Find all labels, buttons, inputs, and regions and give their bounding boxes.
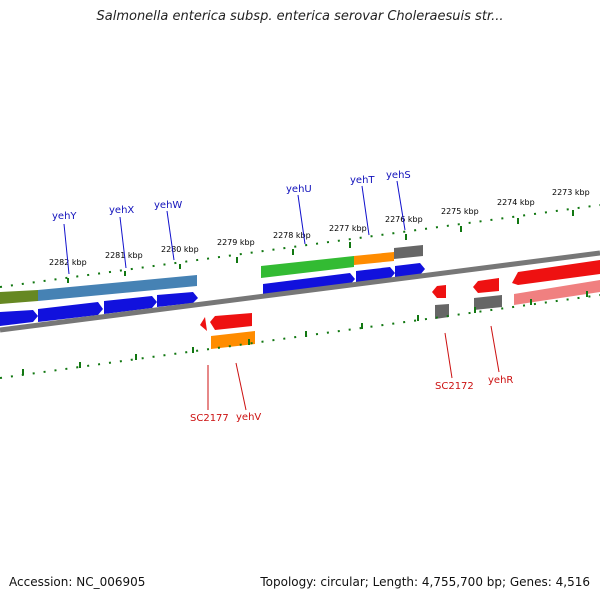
gene-arrow-blue[interactable]	[356, 267, 395, 284]
kbp-label: 2280 kbp	[161, 245, 199, 254]
kbp-label: 2275 kbp	[441, 207, 479, 216]
gene-arrow-blue[interactable]	[157, 292, 198, 307]
gene-label-yehT[interactable]: yehT	[350, 175, 375, 186]
feature-grey-top[interactable]	[394, 245, 423, 259]
gene-arrow-blue[interactable]	[104, 296, 157, 314]
leader-yehS	[396, 180, 406, 231]
feature-olive[interactable]	[0, 290, 38, 304]
gene-arrow-red[interactable]	[473, 278, 499, 293]
leader-yehT	[361, 185, 370, 236]
kbp-label: 2279 kbp	[217, 238, 255, 247]
leader-yehY	[63, 223, 70, 275]
leader-SC2172	[444, 332, 453, 379]
gene-arrow-red[interactable]	[210, 313, 252, 330]
gene-label-SC2172[interactable]: SC2172	[435, 381, 474, 392]
gene-label-yehU[interactable]: yehU	[286, 184, 312, 195]
kbp-label: 2278 kbp	[273, 231, 311, 240]
leader-yehU	[297, 194, 306, 245]
feature-orange-top[interactable]	[354, 252, 394, 265]
gene-label-yehW[interactable]: yehW	[154, 200, 182, 211]
gene-label-yehY[interactable]: yehY	[52, 211, 77, 222]
gene-label-yehR[interactable]: yehR	[488, 375, 513, 386]
page-title: Salmonella enterica subsp. enterica sero…	[96, 9, 504, 24]
kbp-ruler-top	[0, 204, 600, 288]
leader-yehX	[119, 216, 127, 269]
gene-arrow-blue[interactable]	[0, 310, 38, 326]
feature-steel-blue[interactable]	[38, 275, 197, 301]
gene-label-yehV[interactable]: yehV	[236, 412, 261, 423]
gene-label-yehX[interactable]: yehX	[109, 205, 134, 216]
genome-summary: Topology: circular; Length: 4,755,700 bp…	[260, 575, 590, 589]
accession-label: Accession: NC_006905	[9, 575, 146, 589]
gene-label-yehS[interactable]: yehS	[386, 170, 411, 181]
ruler-bottom-dots	[0, 294, 600, 379]
chromosome-backbone	[0, 250, 600, 333]
kbp-label: 2276 kbp	[385, 215, 423, 224]
leader-yehR	[490, 325, 500, 373]
feature-red-right[interactable]	[512, 260, 600, 285]
ruler-top-dots	[0, 204, 600, 288]
kbp-ruler-bottom	[0, 291, 600, 379]
kbp-label: 2277 kbp	[329, 224, 367, 233]
feature-grey-bottom[interactable]	[474, 295, 502, 310]
gene-arrow-red[interactable]	[432, 285, 446, 298]
kbp-label: 2273 kbp	[552, 188, 590, 197]
feature-salmon-right[interactable]	[514, 280, 600, 305]
leader-yehW	[166, 210, 175, 261]
gene-arrow-blue[interactable]	[38, 302, 103, 322]
gene-label-SC2177[interactable]: SC2177	[190, 413, 229, 424]
feature-grey-small[interactable]	[435, 304, 449, 319]
kbp-label: 2281 kbp	[105, 251, 143, 260]
gene-arrow-red[interactable]	[200, 317, 207, 331]
leader-yehV	[235, 362, 247, 411]
feature-orange-bottom[interactable]	[211, 331, 255, 349]
kbp-label: 2274 kbp	[497, 198, 535, 207]
feature-green[interactable]	[261, 256, 354, 278]
